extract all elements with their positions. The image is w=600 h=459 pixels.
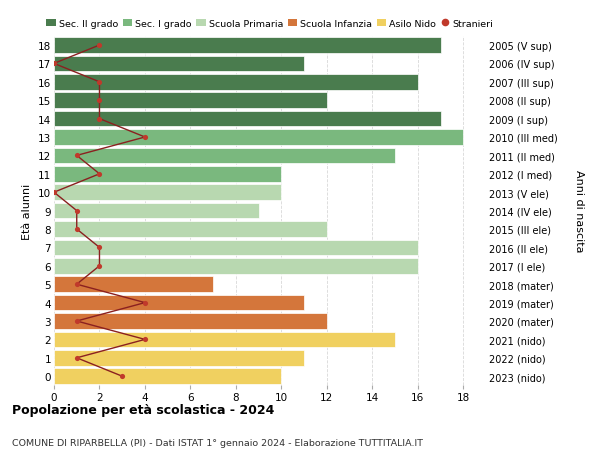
Bar: [54, 369, 281, 384]
Bar: [54, 112, 440, 127]
Bar: [54, 93, 327, 109]
Point: [140, 134, 150, 141]
Point: [95, 244, 104, 252]
Bar: [54, 222, 327, 237]
Point: [140, 299, 150, 307]
Point: [118, 373, 127, 380]
Y-axis label: Anni di nascita: Anni di nascita: [574, 170, 584, 252]
Bar: [54, 350, 304, 366]
Bar: [54, 75, 418, 90]
Text: COMUNE DI RIPARBELLA (PI) - Dati ISTAT 1° gennaio 2024 - Elaborazione TUTTITALIA: COMUNE DI RIPARBELLA (PI) - Dati ISTAT 1…: [12, 438, 423, 447]
Point: [49, 61, 59, 68]
Point: [95, 263, 104, 270]
Bar: [54, 258, 418, 274]
Point: [140, 336, 150, 343]
Point: [72, 226, 82, 233]
Bar: [54, 130, 463, 146]
Bar: [54, 38, 440, 54]
Point: [72, 354, 82, 362]
Point: [95, 97, 104, 105]
Point: [72, 318, 82, 325]
Bar: [54, 56, 304, 72]
Point: [95, 79, 104, 86]
Bar: [54, 148, 395, 164]
Point: [95, 171, 104, 178]
Point: [72, 281, 82, 288]
Y-axis label: Età alunni: Età alunni: [22, 183, 32, 239]
Bar: [54, 277, 213, 292]
Bar: [54, 313, 327, 329]
Point: [95, 42, 104, 50]
Bar: [54, 167, 281, 182]
Point: [49, 189, 59, 196]
Bar: [54, 185, 281, 201]
Point: [72, 152, 82, 160]
Legend: Sec. II grado, Sec. I grado, Scuola Primaria, Scuola Infanzia, Asilo Nido, Stran: Sec. II grado, Sec. I grado, Scuola Prim…: [46, 20, 494, 28]
Point: [72, 207, 82, 215]
Bar: [54, 332, 395, 347]
Bar: [54, 295, 304, 311]
Bar: [54, 203, 259, 219]
Bar: [54, 240, 418, 256]
Point: [95, 116, 104, 123]
Text: Popolazione per età scolastica - 2024: Popolazione per età scolastica - 2024: [12, 403, 274, 416]
